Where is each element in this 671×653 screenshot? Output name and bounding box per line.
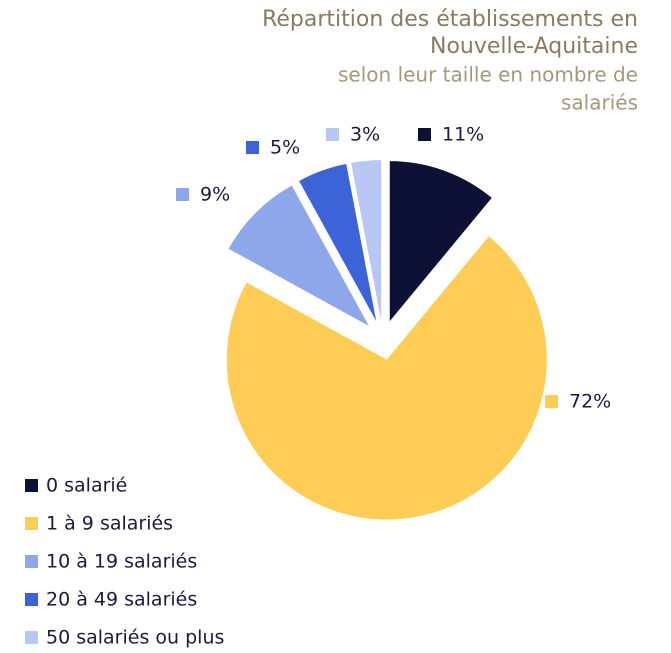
chart-title: Répartition des établissements en (262, 7, 638, 32)
data-label: 5% (270, 137, 300, 159)
chart-subtitle: salariés (561, 91, 638, 115)
label-swatch (326, 128, 339, 141)
label-swatch (246, 141, 259, 154)
data-label: 72% (569, 391, 611, 413)
legend-swatch (25, 593, 38, 606)
data-label: 11% (442, 124, 484, 146)
label-swatch (418, 128, 431, 141)
pie-slice (228, 185, 369, 326)
legend-label: 20 à 49 salariés (46, 589, 197, 611)
pie-slice (226, 236, 547, 520)
chart-title: Nouvelle-Aquitaine (430, 34, 638, 59)
data-label: 9% (200, 184, 230, 206)
legend-swatch (25, 631, 38, 644)
pie-slice (299, 164, 377, 322)
pie-slice (351, 160, 382, 321)
pie-slice (389, 161, 492, 322)
label-swatch (545, 395, 558, 408)
legend-swatch (25, 517, 38, 530)
legend-swatch (25, 479, 38, 492)
chart-subtitle: selon leur taille en nombre de (338, 63, 638, 87)
legend-label: 0 salarié (46, 475, 127, 497)
legend-label: 50 salariés ou plus (46, 627, 224, 649)
legend-label: 1 à 9 salariés (46, 513, 173, 535)
data-label: 3% (350, 124, 380, 146)
legend-label: 10 à 19 salariés (46, 551, 197, 573)
legend-swatch (25, 555, 38, 568)
label-swatch (176, 188, 189, 201)
